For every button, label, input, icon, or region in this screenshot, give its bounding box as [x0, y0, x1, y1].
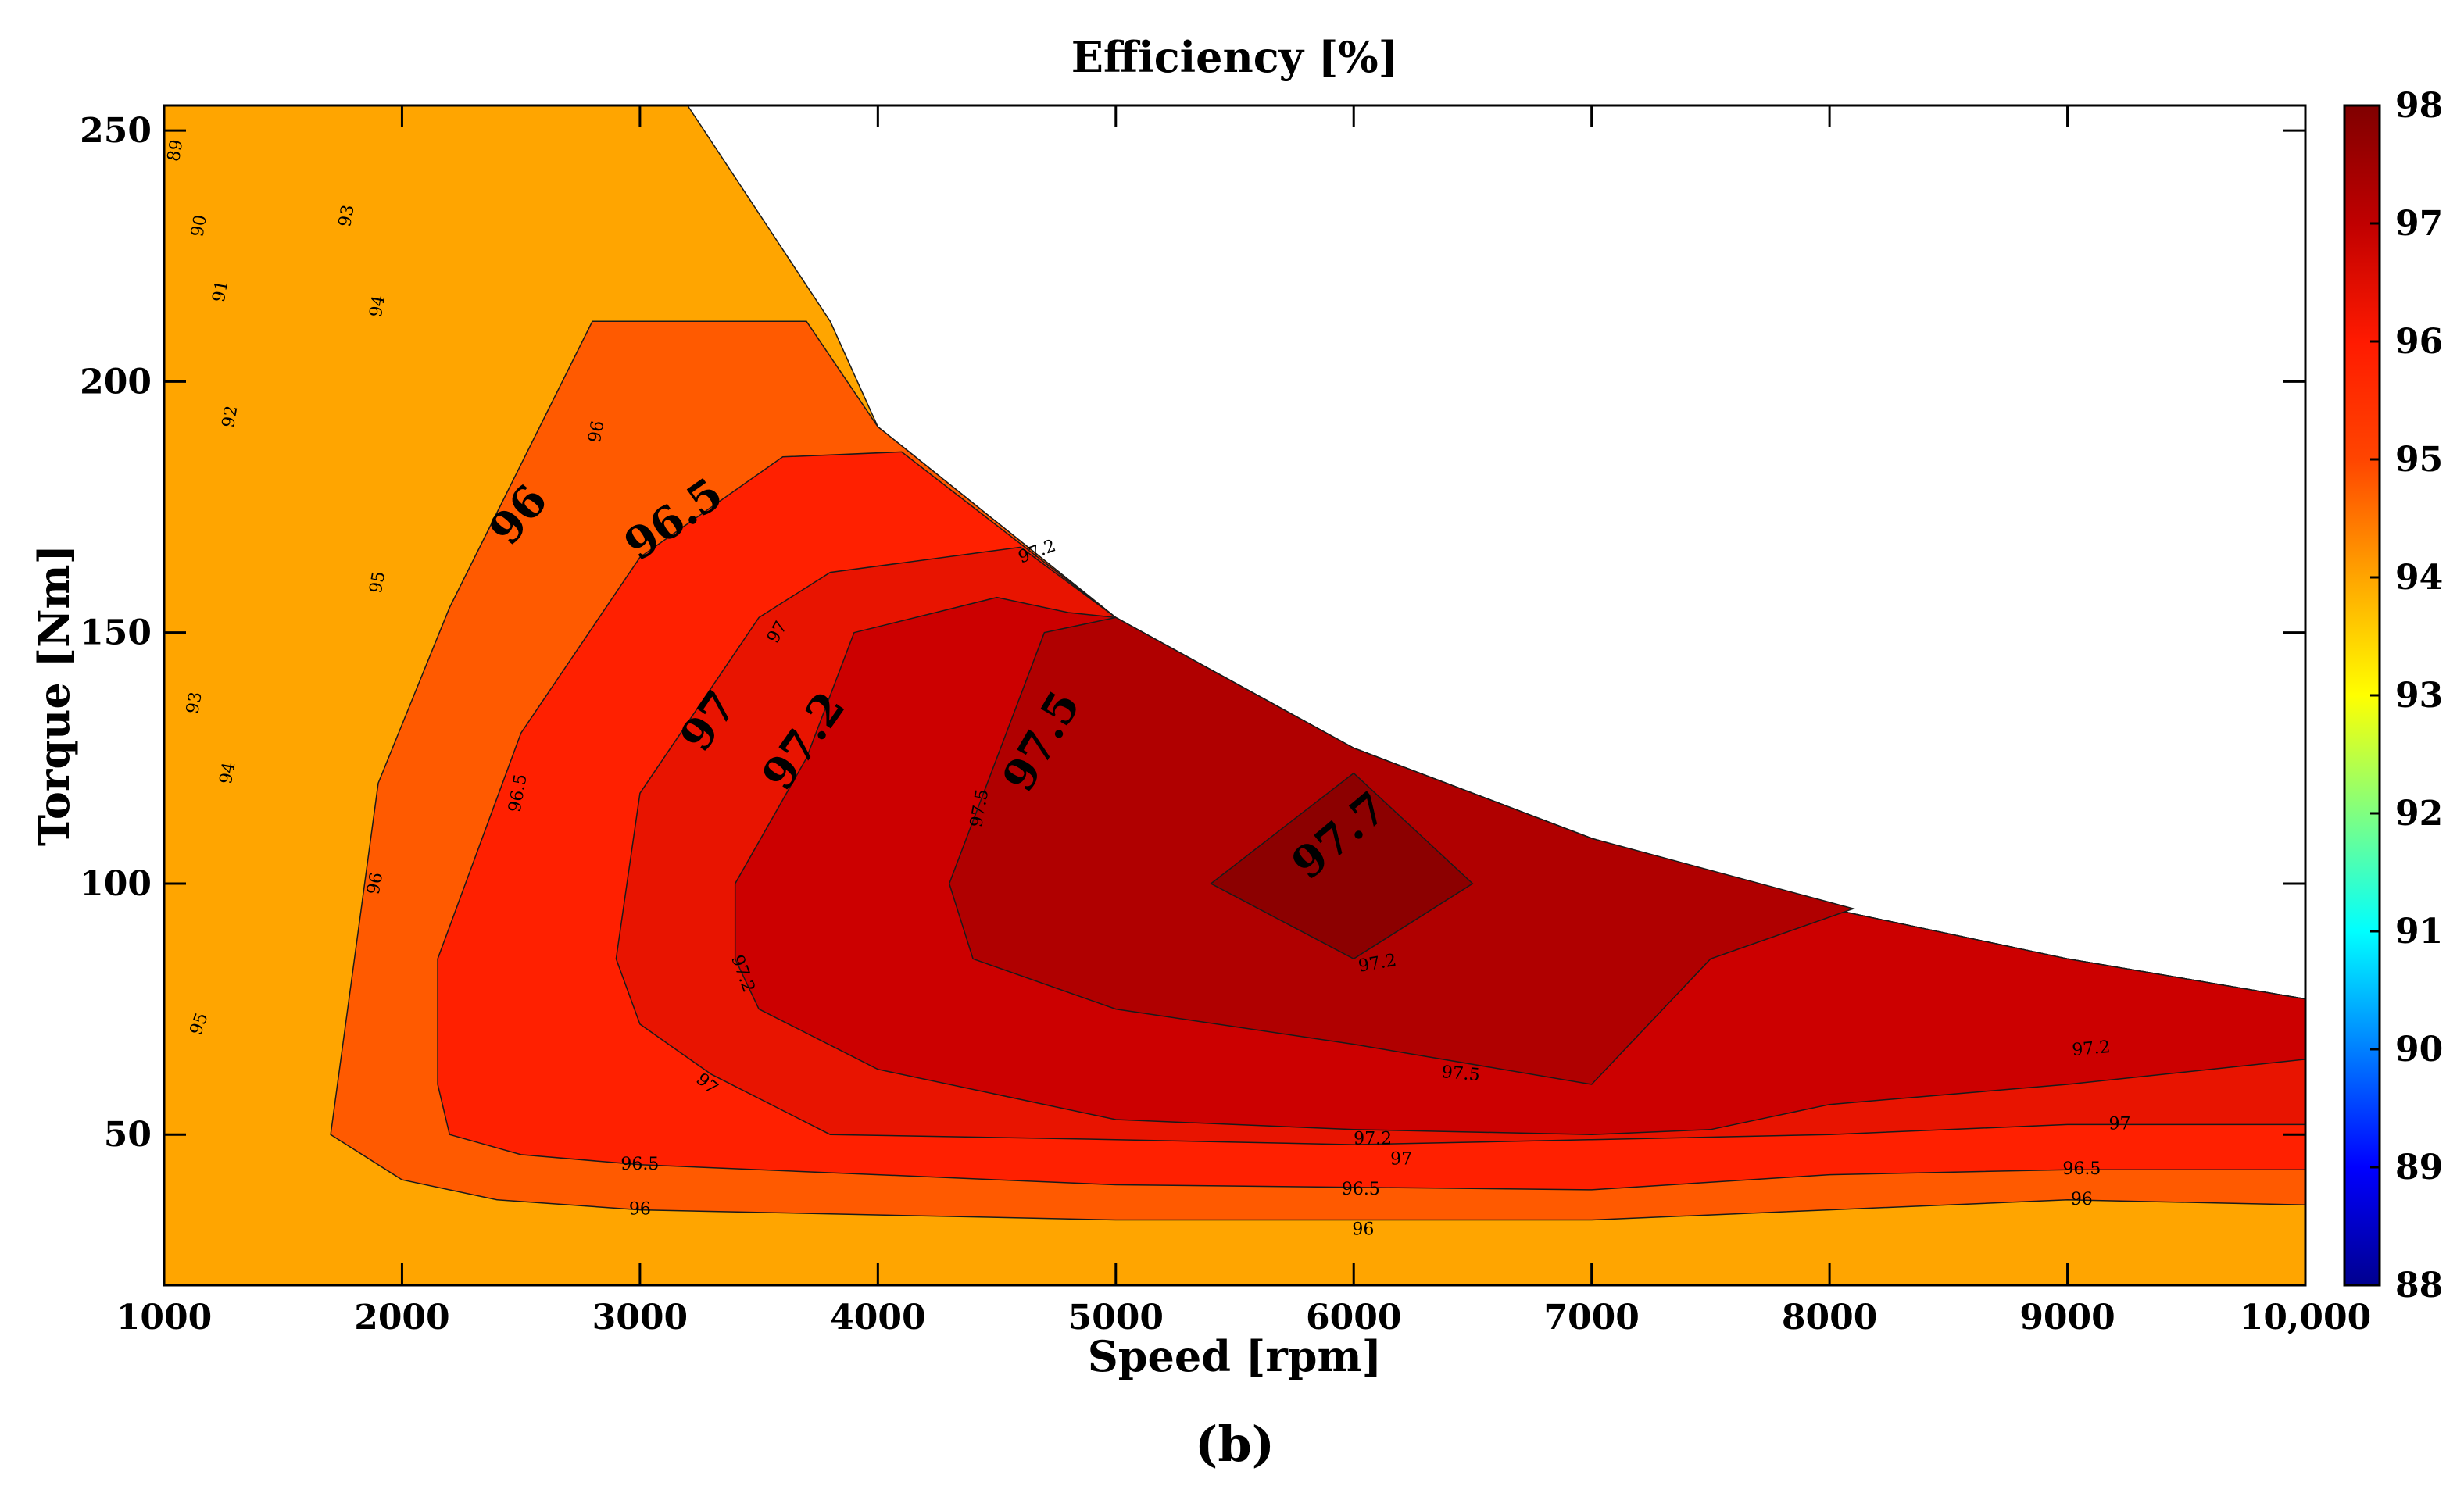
contour-label-96-5: 96.5	[2062, 1159, 2101, 1179]
contour-label-96-5: 96.5	[1342, 1180, 1380, 1199]
x-tick-label: 4000	[830, 1298, 925, 1338]
contour-label-90: 90	[188, 213, 210, 238]
y-tick-label: 200	[80, 362, 152, 402]
colorbar-tick-label: 97	[2395, 204, 2443, 244]
contour-label-97-5: 97.5	[1441, 1062, 1481, 1085]
y-tick-label: 50	[104, 1115, 152, 1155]
axis-ticks: 1000 2000 3000 4000 5000 6000 7000 8000 9000 10,0…	[80, 105, 2371, 1338]
contour-region-97-7	[1210, 772, 1474, 960]
x-tick-label: 1000	[116, 1298, 212, 1338]
contour-label-97: 97	[1390, 1149, 1412, 1169]
contour-label-92: 92	[219, 404, 241, 429]
x-tick-label: 7000	[1543, 1298, 1639, 1338]
contour-label-96: 96	[2071, 1190, 2093, 1209]
contour-label-95: 95	[367, 570, 389, 595]
contour-label-97: 97	[2109, 1114, 2131, 1134]
x-tick-label: 8000	[1782, 1298, 1877, 1338]
colorbar-ticks: 88 89 90 91 92 93 94 95 96 97 98	[2370, 86, 2443, 1305]
figure-caption: (b)	[1195, 1416, 1275, 1473]
contour-label-96: 96	[629, 1200, 651, 1220]
colorbar-tick-label: 89	[2395, 1148, 2443, 1188]
contour-label-94: 94	[367, 294, 389, 319]
contour-label-93: 93	[335, 203, 358, 228]
x-tick-label: 2000	[354, 1298, 449, 1338]
colorbar-tick-label: 88	[2395, 1266, 2443, 1305]
colorbar-tick-label: 96	[2395, 322, 2443, 362]
contour-label-96: 96	[364, 871, 387, 896]
x-axis-label: Speed [rpm]	[1088, 1331, 1382, 1381]
y-tick-label: 250	[80, 111, 152, 151]
colorbar-tick-label: 91	[2395, 912, 2443, 952]
colorbar-tick-label: 95	[2395, 440, 2443, 480]
contour-label-97-2: 97.2	[1354, 1130, 1392, 1149]
contour-label-97-2: 97.2	[2071, 1038, 2111, 1060]
x-tick-label: 10,000	[2240, 1298, 2371, 1338]
colorbar-tick-label: 98	[2395, 86, 2443, 126]
colorbar-tick-label: 90	[2395, 1030, 2443, 1070]
chart-title: Efficiency [%]	[1071, 32, 1398, 82]
y-tick-label: 150	[80, 613, 152, 653]
contour-regions	[164, 105, 2305, 1285]
contour-label-91: 91	[209, 279, 232, 304]
contour-label-94: 94	[216, 761, 239, 786]
x-tick-label: 9000	[2019, 1298, 2115, 1338]
contour-label-93: 93	[183, 691, 206, 716]
contour-label-96-5: 96.5	[620, 1155, 659, 1174]
x-tick-label: 5000	[1068, 1298, 1164, 1338]
colorbar-tick-label: 92	[2395, 794, 2443, 834]
plot-frame	[163, 104, 2307, 1287]
colorbar-tick-label: 93	[2395, 676, 2443, 716]
contour-label-96: 96	[585, 420, 608, 445]
contour-label-89: 89	[164, 138, 187, 163]
y-tick-label: 100	[80, 864, 152, 904]
x-tick-label: 6000	[1306, 1298, 1401, 1338]
colorbar-tick-label: 94	[2395, 558, 2443, 598]
y-axis-label: Torque [Nm]	[29, 545, 79, 846]
contour-label-96: 96	[1352, 1220, 1374, 1239]
x-tick-label: 3000	[592, 1298, 688, 1338]
